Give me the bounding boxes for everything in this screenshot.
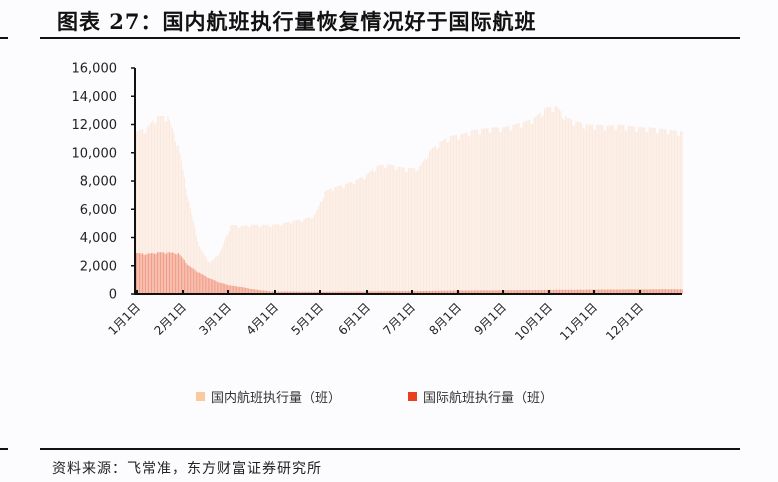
source-rule (40, 448, 740, 450)
chart-area: 0 2,000 4,000 6,000 8,000 10,000 12,000 14,000 1… (72, 62, 683, 343)
series-domestic-bars (136, 106, 683, 295)
x-tick-label: 2月1日 (151, 300, 189, 338)
x-tick-label: 6月1日 (335, 300, 373, 338)
x-tick-label: 1月1日 (105, 300, 143, 338)
x-tick-label: 8月1日 (426, 300, 464, 338)
y-tick-label: 10,000 (72, 146, 118, 161)
y-tick-label: 14,000 (72, 90, 118, 105)
y-tick-label: 4,000 (80, 231, 117, 246)
legend-label-domestic: 国内航班执行量（班） (211, 391, 342, 406)
x-tick-label: 5月1日 (288, 300, 326, 338)
y-axis: 0 2,000 4,000 6,000 8,000 10,000 12,000 14,000 1… (72, 62, 136, 303)
x-tick-label: 4月1日 (243, 300, 281, 338)
x-tick-label: 9月1日 (471, 300, 509, 338)
title-rule (40, 37, 740, 39)
x-tick-label: 12月1日 (603, 300, 646, 343)
y-tick-label: 0 (109, 288, 117, 303)
source-note: 资料来源：飞常准，东方财富证券研究所 (52, 461, 322, 477)
legend-swatch-domestic (196, 392, 205, 401)
edge-mark-bottom (0, 448, 8, 450)
figure-title: 图表 27：国内航班执行量恢复情况好于国际航班 (57, 9, 537, 34)
edge-mark-top (0, 37, 8, 39)
x-tick-label: 3月1日 (196, 300, 234, 338)
x-axis: 1月1日 2月1日 3月1日 4月1日 5月1日 6月1日 7月1日 8月1日 9月1日 10月1… (105, 290, 682, 343)
y-tick-label: 2,000 (80, 259, 117, 274)
y-tick-label: 8,000 (80, 175, 117, 190)
legend-item-domestic: 国内航班执行量（班） (196, 387, 341, 406)
x-tick-label: 10月1日 (512, 300, 555, 343)
series-international-bars (136, 252, 683, 294)
x-tick-label: 11月1日 (557, 300, 600, 343)
legend-label-international: 国际航班执行量（班） (423, 391, 554, 406)
y-tick-label: 6,000 (80, 203, 117, 218)
legend-item-international: 国际航班执行量（班） (408, 387, 553, 406)
legend-swatch-international (408, 392, 417, 401)
x-tick-label: 7月1日 (380, 300, 418, 338)
y-tick-label: 12,000 (72, 118, 118, 133)
y-tick-label: 16,000 (72, 62, 118, 77)
